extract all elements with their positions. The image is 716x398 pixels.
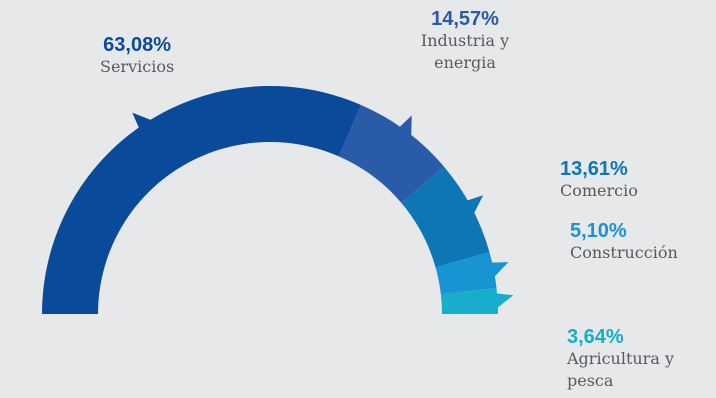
category-label: energia: [434, 53, 496, 72]
label-comercio: 13,61% Comercio: [560, 158, 638, 202]
value-label: 14,57%: [431, 8, 499, 30]
category-label: Agricultura y: [567, 349, 674, 368]
category-label: Comercio: [560, 181, 638, 200]
arc-agricultura: [440, 287, 498, 314]
arc-agricultura-pointer: [495, 293, 514, 309]
label-servicios: 63,08% Servicios: [100, 34, 174, 78]
category-label: Industria y: [420, 31, 510, 50]
arc-comercio-pointer: [465, 195, 484, 216]
label-construccion: 5,10% Construcción: [570, 220, 678, 264]
category-label: pesca: [567, 371, 614, 390]
category-label: Construcción: [570, 243, 678, 262]
arc-group: [42, 86, 498, 315]
value-label: 13,61%: [560, 158, 628, 180]
arc-construccion-pointer: [490, 262, 509, 279]
arc-servicios: [42, 86, 362, 315]
pointer-group: [132, 112, 514, 309]
arc-comercio: [401, 166, 490, 268]
arc-industria: [338, 104, 445, 203]
arc-construccion: [435, 252, 497, 295]
value-label: 3,64%: [567, 326, 624, 348]
arc-industria-pointer: [398, 115, 412, 138]
value-label: 5,10%: [570, 220, 627, 242]
label-industria: 14,57% Industria y energia: [408, 8, 522, 74]
value-label: 63,08%: [103, 34, 171, 56]
label-agricultura: 3,64% Agricultura y pesca: [567, 326, 674, 392]
category-label: Servicios: [100, 57, 175, 76]
arc-servicios-pointer: [132, 112, 153, 130]
